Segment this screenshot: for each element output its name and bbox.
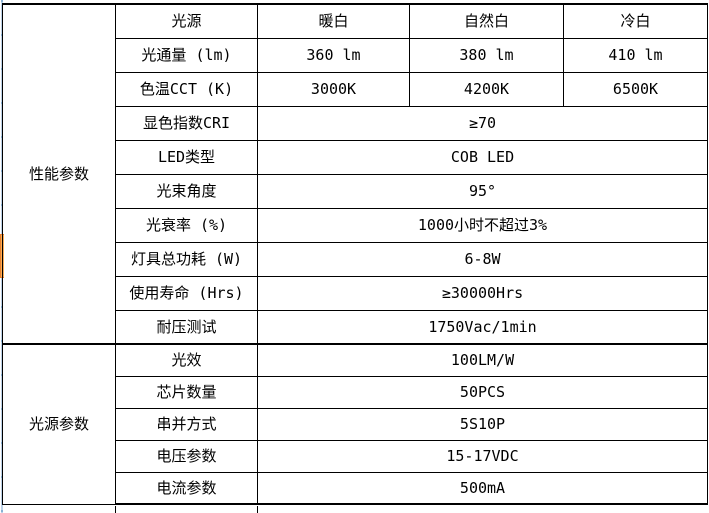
header-cool-white: 冷白 bbox=[563, 3, 708, 39]
row-label-cct: 色温CCT (K) bbox=[115, 71, 258, 107]
cell-cct-warm: 3000K bbox=[257, 71, 410, 107]
cell-cct-natural: 4200K bbox=[409, 71, 564, 107]
cell-lifespan: ≥30000Hrs bbox=[257, 275, 708, 311]
row-label-cri: 显色指数CRI bbox=[115, 105, 258, 141]
row-label-voltage: 电压参数 bbox=[115, 439, 258, 473]
led-spec-table: 性能参数 光源 暖白 自然白 冷白 光通量 (lm) 360 lm 380 lm… bbox=[2, 3, 708, 505]
cell-flux-cool: 410 lm bbox=[563, 37, 708, 73]
cell-efficacy: 100LM/W bbox=[257, 343, 708, 377]
row-label-current: 电流参数 bbox=[115, 471, 258, 505]
row-label-luminous-flux: 光通量 (lm) bbox=[115, 37, 258, 73]
cell-cri: ≥70 bbox=[257, 105, 708, 141]
cell-withstand-voltage: 1750Vac/1min bbox=[257, 309, 708, 345]
gridline-stub bbox=[257, 506, 258, 513]
cell-lumen-decay: 1000小时不超过3% bbox=[257, 207, 708, 243]
cell-voltage: 15-17VDC bbox=[257, 439, 708, 473]
header-warm-white: 暖白 bbox=[257, 3, 410, 39]
cell-led-type: COB LED bbox=[257, 139, 708, 175]
row-label-efficacy: 光效 bbox=[115, 343, 258, 377]
cell-chip-count: 50PCS bbox=[257, 375, 708, 409]
gridline-stub bbox=[115, 506, 116, 513]
row-label-lumen-decay: 光衰率 (%) bbox=[115, 207, 258, 243]
header-light-source: 光源 bbox=[115, 3, 258, 39]
header-natural-white: 自然白 bbox=[409, 3, 564, 39]
row-label-chip-count: 芯片数量 bbox=[115, 375, 258, 409]
cell-total-power: 6-8W bbox=[257, 241, 708, 277]
group-header-light-source-params: 光源参数 bbox=[2, 343, 116, 505]
cell-flux-natural: 380 lm bbox=[409, 37, 564, 73]
row-label-lifespan: 使用寿命 (Hrs) bbox=[115, 275, 258, 311]
cell-beam-angle: 95° bbox=[257, 173, 708, 209]
cell-flux-warm: 360 lm bbox=[257, 37, 410, 73]
group-header-performance: 性能参数 bbox=[2, 3, 116, 345]
cell-cct-cool: 6500K bbox=[563, 71, 708, 107]
row-label-withstand-voltage: 耐压测试 bbox=[115, 309, 258, 345]
row-label-total-power: 灯具总功耗 (W) bbox=[115, 241, 258, 277]
cell-current: 500mA bbox=[257, 471, 708, 505]
cell-series-parallel: 5S10P bbox=[257, 407, 708, 441]
row-label-series-parallel: 串并方式 bbox=[115, 407, 258, 441]
row-label-beam-angle: 光束角度 bbox=[115, 173, 258, 209]
row-label-led-type: LED类型 bbox=[115, 139, 258, 175]
